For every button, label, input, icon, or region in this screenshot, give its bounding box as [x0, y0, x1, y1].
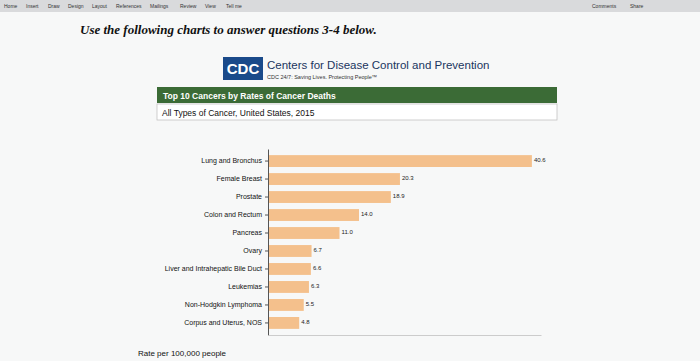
- y-tick-mark: [265, 161, 268, 162]
- y-tick: Leukemias: [228, 283, 268, 290]
- data-labels: 40.6 20.3 18.9 14.0 11.0 6.7 6.6 6.3 5.5 4.8: [301, 157, 546, 325]
- y-axis: Lung and Bronchus Female Breast Prostate Co…: [165, 150, 269, 336]
- bar: [268, 209, 359, 221]
- menu-item[interactable]: Layout: [92, 3, 108, 9]
- menu-item[interactable]: View: [205, 3, 216, 9]
- menu-item[interactable]: Share: [630, 3, 644, 9]
- menu-item[interactable]: Design: [68, 3, 84, 9]
- data-label: 11.0: [342, 229, 354, 235]
- chart-subtitle: All Types of Cancer, United States, 2015: [162, 108, 315, 118]
- org-name: Centers for Disease Control and Preventi…: [267, 59, 489, 71]
- y-tick-label: Prostate: [236, 193, 262, 200]
- y-tick-label: Ovary: [243, 247, 262, 255]
- x-axis: [269, 335, 542, 336]
- y-axis-line: [268, 150, 269, 336]
- menu-item[interactable]: Review: [180, 3, 197, 9]
- y-tick-label: Corpus and Uterus, NOS: [184, 319, 262, 327]
- data-label: 14.0: [361, 211, 373, 217]
- bar: [268, 263, 311, 275]
- y-tick: Lung and Bronchus: [201, 157, 268, 165]
- menu-item[interactable]: Tell me: [226, 3, 242, 9]
- y-tick: Corpus and Uterus, NOS: [184, 319, 268, 327]
- bar: [268, 155, 532, 167]
- y-tick-mark: [265, 197, 268, 198]
- instruction: Use the following charts to answer quest…: [80, 22, 377, 37]
- subtitle-box: [157, 104, 557, 120]
- y-tick-mark: [265, 215, 268, 216]
- bars: [268, 155, 532, 329]
- y-tick-label: Colon and Rectum: [204, 211, 262, 218]
- data-label: 5.5: [306, 301, 315, 307]
- menu-item[interactable]: Home: [4, 3, 18, 9]
- y-tick-label: Pancreas: [232, 229, 262, 236]
- data-label: 6.6: [313, 265, 322, 271]
- bar: [268, 173, 400, 185]
- y-tick-mark: [265, 179, 268, 180]
- y-tick: Prostate: [236, 193, 268, 200]
- bar: [268, 245, 312, 257]
- bar: [268, 299, 304, 311]
- y-tick-label: Female Breast: [216, 175, 262, 182]
- y-tick-label: Liver and Intrahepatic Bile Duct: [165, 265, 262, 273]
- data-label: 40.6: [534, 157, 546, 163]
- bar: [268, 317, 299, 329]
- data-label: 6.7: [314, 247, 323, 253]
- bar: [268, 281, 309, 293]
- y-tick-label: Leukemias: [228, 283, 262, 290]
- y-tick-mark: [265, 233, 268, 234]
- chart-title: Top 10 Cancers by Rates of Cancer Deaths: [163, 91, 336, 101]
- menu-item[interactable]: Insert: [26, 3, 39, 9]
- tagline: CDC 24/7: Saving Lives. Protecting Peopl…: [267, 74, 377, 80]
- menu-item[interactable]: Comments: [592, 3, 617, 9]
- y-tick: Liver and Intrahepatic Bile Duct: [165, 265, 268, 273]
- logo-text: CDC: [227, 60, 260, 77]
- canvas: Home Insert Draw Design Layout References Mail…: [0, 0, 700, 361]
- y-tick-mark: [265, 304, 268, 305]
- y-tick: Pancreas: [232, 229, 268, 236]
- menu-item[interactable]: Mailings: [150, 3, 169, 9]
- bar: [268, 191, 391, 203]
- bar: [268, 227, 340, 239]
- data-label: 6.3: [311, 283, 320, 289]
- page: [0, 12, 700, 361]
- data-label: 4.8: [301, 319, 310, 325]
- y-tick-mark: [265, 322, 268, 323]
- y-tick: Ovary: [243, 247, 268, 255]
- y-tick-mark: [265, 250, 268, 251]
- data-label: 20.3: [402, 175, 414, 181]
- toolbar: [0, 0, 700, 12]
- y-tick-mark: [265, 286, 268, 287]
- y-tick-label: Non-Hodgkin Lymphoma: [185, 301, 262, 309]
- y-tick: Colon and Rectum: [204, 211, 268, 218]
- x-axis-title: Rate per 100,000 people: [138, 349, 227, 358]
- y-tick: Female Breast: [216, 175, 268, 182]
- y-tick: Non-Hodgkin Lymphoma: [185, 301, 268, 309]
- data-label: 18.9: [393, 193, 405, 199]
- y-tick-mark: [265, 268, 268, 269]
- menu-item[interactable]: References: [116, 3, 142, 9]
- title-bar: [157, 87, 557, 103]
- y-tick-label: Lung and Bronchus: [201, 157, 262, 165]
- logo-box: [223, 57, 263, 80]
- x-axis-line: [269, 335, 542, 336]
- menu-item[interactable]: Draw: [48, 3, 60, 9]
